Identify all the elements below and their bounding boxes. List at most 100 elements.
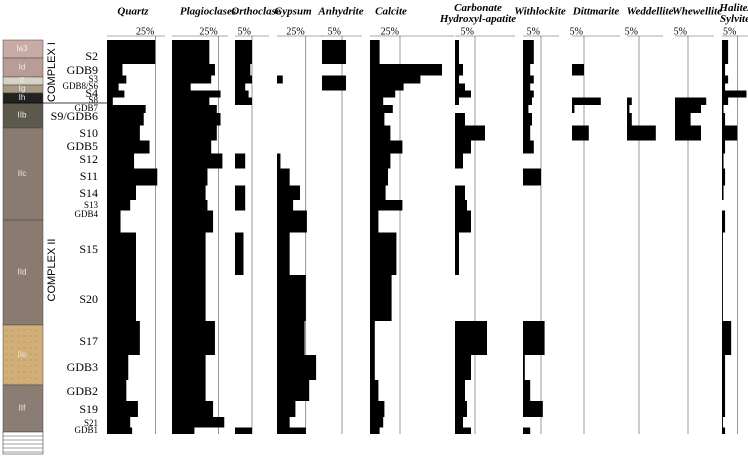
bar (722, 75, 729, 84)
bar (722, 140, 726, 154)
bar (107, 83, 119, 91)
bar (455, 380, 465, 401)
sample-label: GDB1 (74, 425, 98, 435)
bar (627, 113, 632, 126)
bar (722, 97, 729, 105)
bar (370, 427, 380, 434)
sample-label: GDB9 (67, 63, 98, 77)
bar (523, 97, 532, 105)
panel-header: Dittmarite (572, 6, 620, 18)
bar (235, 232, 244, 275)
bar (107, 427, 133, 434)
tick-label: 25% (199, 26, 217, 37)
bar (572, 105, 575, 113)
sample-label: GDB5 (67, 139, 98, 153)
bar (172, 355, 206, 380)
bar (277, 417, 290, 428)
bar (370, 97, 384, 105)
bar (172, 168, 208, 186)
bar (277, 380, 310, 401)
bar (722, 321, 732, 355)
bar (172, 380, 206, 401)
bar (722, 355, 726, 380)
bar (455, 125, 485, 141)
bar (675, 105, 701, 113)
sample-label: S13 (84, 200, 99, 210)
bar (370, 185, 386, 200)
bar (172, 125, 217, 141)
sample-label: S8 (88, 95, 98, 105)
bar (235, 427, 252, 434)
bar (722, 401, 726, 417)
bar (107, 113, 144, 126)
bar (455, 185, 465, 200)
bar (523, 64, 531, 76)
unit-label: IIb (18, 111, 27, 120)
bar (172, 210, 214, 233)
sample-label: GDB7 (74, 103, 98, 113)
panel-header: Halite/Sylvite (718, 2, 748, 25)
sample-label: S11 (80, 169, 98, 183)
bar (172, 200, 208, 211)
bar (107, 40, 156, 64)
sample-label: S17 (79, 334, 98, 348)
bar (370, 125, 391, 141)
bar (722, 90, 747, 98)
bar (455, 83, 465, 91)
unit-label: Ih (19, 93, 26, 102)
bar (455, 40, 459, 64)
bar (370, 40, 380, 64)
bar (572, 64, 584, 76)
bar (235, 97, 252, 105)
bar (722, 40, 729, 64)
panel-header: Quartz (117, 6, 149, 18)
bar (523, 401, 543, 417)
bar (455, 153, 463, 169)
bar (277, 153, 281, 169)
bar (572, 125, 589, 141)
bar (675, 113, 691, 126)
sample-label: S9/GDB6 (51, 109, 98, 123)
bar (107, 64, 123, 76)
bar (722, 83, 726, 91)
bar (107, 355, 129, 380)
bar (722, 232, 723, 275)
bar (322, 83, 346, 91)
bar (277, 168, 290, 186)
bar (627, 125, 656, 141)
bar (523, 105, 529, 113)
bar (277, 427, 306, 434)
bar (722, 185, 724, 200)
bar (455, 200, 467, 211)
panel-header: Anhydrite (317, 6, 363, 18)
panel-header: Plagioclases (180, 6, 236, 18)
bar (523, 83, 531, 91)
unit-label: IIe (18, 350, 27, 359)
bar (455, 97, 459, 105)
bar (455, 210, 471, 233)
bar (107, 105, 146, 113)
bar (235, 200, 246, 211)
bar (277, 75, 283, 84)
bar (370, 168, 388, 186)
bar (107, 168, 158, 186)
unit-label: Ia3 (16, 44, 28, 53)
bar (675, 125, 701, 141)
tick-label: 5% (238, 26, 251, 37)
bar (107, 153, 135, 169)
tick-label: 5% (461, 26, 474, 37)
bar (107, 125, 140, 141)
bar (370, 64, 442, 76)
panel-header: Weddellite (627, 6, 674, 18)
bar (322, 75, 346, 84)
sample-label: S4 (85, 86, 98, 100)
bar (277, 321, 305, 355)
bar (627, 97, 632, 105)
bar (107, 97, 113, 105)
bar (523, 90, 534, 98)
bar (322, 40, 346, 64)
bar (722, 113, 726, 126)
bar (722, 380, 726, 401)
bar (235, 40, 252, 64)
